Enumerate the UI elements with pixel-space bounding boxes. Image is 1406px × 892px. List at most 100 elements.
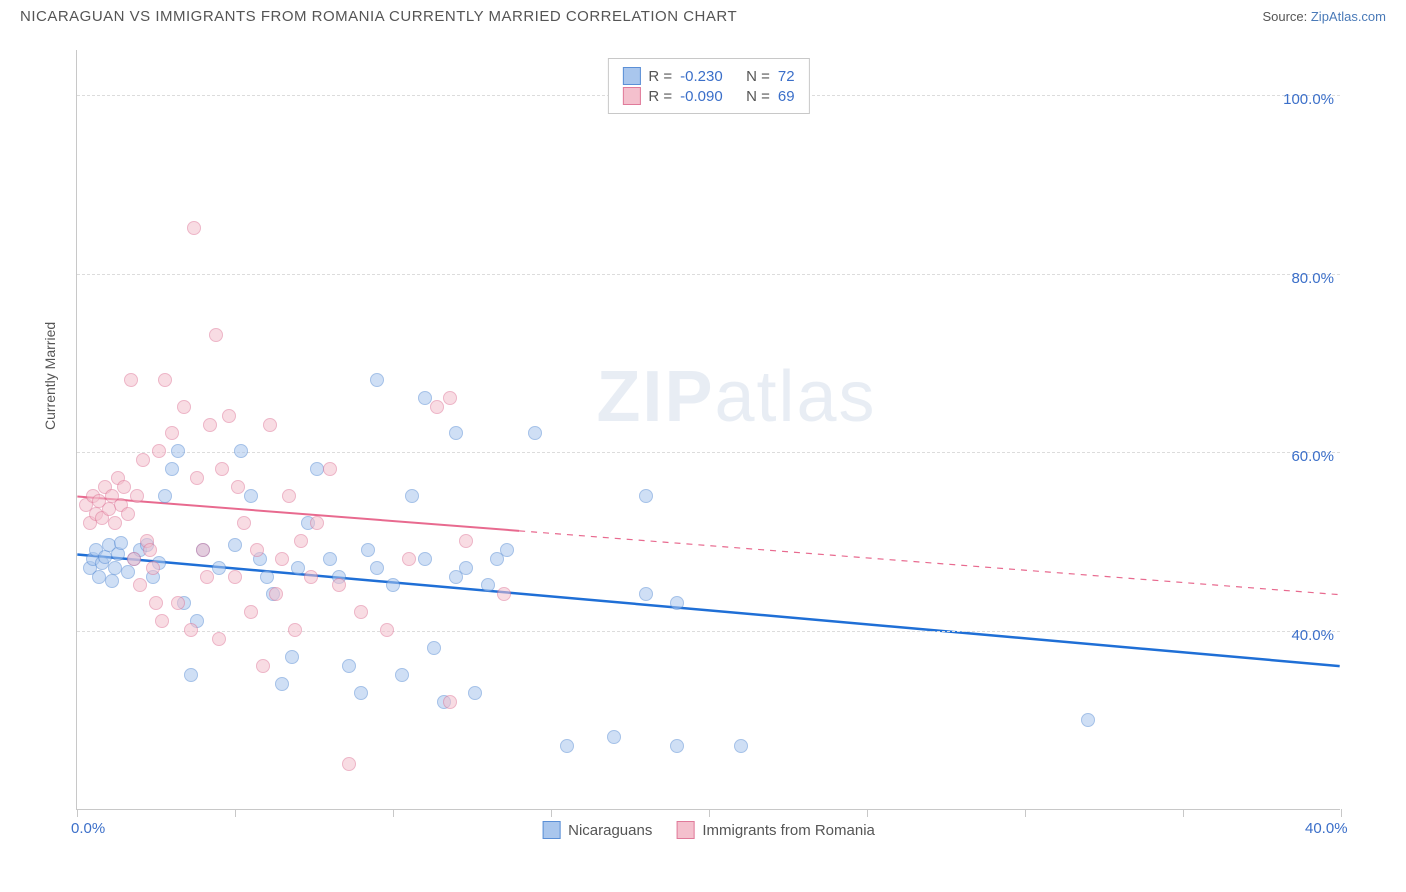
legend-swatch <box>622 67 640 85</box>
data-point <box>244 489 258 503</box>
data-point <box>528 426 542 440</box>
data-point <box>158 373 172 387</box>
data-point <box>402 552 416 566</box>
legend-series: NicaraguansImmigrants from Romania <box>542 821 875 839</box>
y-tick-label: 100.0% <box>1283 91 1334 108</box>
x-tick <box>867 809 868 817</box>
data-point <box>105 574 119 588</box>
data-point <box>184 668 198 682</box>
data-point <box>639 587 653 601</box>
x-tick <box>551 809 552 817</box>
chart-title: NICARAGUAN VS IMMIGRANTS FROM ROMANIA CU… <box>20 8 737 25</box>
chart-region: Currently Married ZIPatlas R = -0.230 N … <box>50 50 1386 810</box>
data-point <box>269 587 283 601</box>
data-point <box>323 552 337 566</box>
data-point <box>323 462 337 476</box>
data-point <box>1081 713 1095 727</box>
data-point <box>370 561 384 575</box>
data-point <box>560 739 574 753</box>
watermark: ZIPatlas <box>596 356 876 438</box>
data-point <box>158 489 172 503</box>
data-point <box>304 570 318 584</box>
data-point <box>427 641 441 655</box>
data-point <box>124 373 138 387</box>
x-tick-label: 40.0% <box>1305 820 1348 837</box>
source-link[interactable]: ZipAtlas.com <box>1311 9 1386 24</box>
data-point <box>165 426 179 440</box>
data-point <box>386 578 400 592</box>
data-point <box>395 668 409 682</box>
data-point <box>405 489 419 503</box>
data-point <box>184 623 198 637</box>
data-point <box>121 507 135 521</box>
data-point <box>354 686 368 700</box>
data-point <box>190 471 204 485</box>
data-point <box>285 650 299 664</box>
data-point <box>237 516 251 530</box>
data-point <box>481 578 495 592</box>
x-tick <box>1341 809 1342 817</box>
y-tick-label: 80.0% <box>1291 270 1334 287</box>
x-tick-label: 0.0% <box>71 820 105 837</box>
source-label: Source: ZipAtlas.com <box>1262 9 1386 24</box>
data-point <box>332 578 346 592</box>
data-point <box>418 391 432 405</box>
data-point <box>133 578 147 592</box>
data-point <box>443 391 457 405</box>
data-point <box>291 561 305 575</box>
data-point <box>130 489 144 503</box>
legend-swatch <box>542 821 560 839</box>
gridline <box>77 274 1340 275</box>
gridline <box>77 631 1340 632</box>
data-point <box>734 739 748 753</box>
data-point <box>114 536 128 550</box>
data-point <box>212 632 226 646</box>
legend-stat-row: R = -0.230 N = 72 <box>622 67 794 85</box>
data-point <box>209 328 223 342</box>
data-point <box>108 516 122 530</box>
data-point <box>380 623 394 637</box>
legend-stat-row: R = -0.090 N = 69 <box>622 87 794 105</box>
data-point <box>443 695 457 709</box>
legend-series-item: Immigrants from Romania <box>676 821 875 839</box>
data-point <box>500 543 514 557</box>
data-point <box>670 739 684 753</box>
data-point <box>152 444 166 458</box>
data-point <box>275 552 289 566</box>
data-point <box>310 516 324 530</box>
data-point <box>294 534 308 548</box>
x-tick <box>1183 809 1184 817</box>
data-point <box>354 605 368 619</box>
data-point <box>639 489 653 503</box>
data-point <box>212 561 226 575</box>
data-point <box>459 561 473 575</box>
data-point <box>282 489 296 503</box>
x-tick <box>393 809 394 817</box>
data-point <box>177 400 191 414</box>
data-point <box>222 409 236 423</box>
data-point <box>215 462 229 476</box>
data-point <box>263 418 277 432</box>
data-point <box>228 570 242 584</box>
x-tick <box>235 809 236 817</box>
data-point <box>459 534 473 548</box>
data-point <box>149 596 163 610</box>
data-point <box>244 605 258 619</box>
data-point <box>187 221 201 235</box>
data-point <box>260 570 274 584</box>
data-point <box>136 453 150 467</box>
y-axis-label: Currently Married <box>42 322 58 430</box>
data-point <box>250 543 264 557</box>
x-tick <box>1025 809 1026 817</box>
data-point <box>497 587 511 601</box>
data-point <box>370 373 384 387</box>
data-point <box>430 400 444 414</box>
x-tick <box>77 809 78 817</box>
data-point <box>200 570 214 584</box>
y-tick-label: 60.0% <box>1291 448 1334 465</box>
data-point <box>670 596 684 610</box>
gridline <box>77 452 1340 453</box>
data-point <box>342 757 356 771</box>
data-point <box>288 623 302 637</box>
data-point <box>127 552 141 566</box>
